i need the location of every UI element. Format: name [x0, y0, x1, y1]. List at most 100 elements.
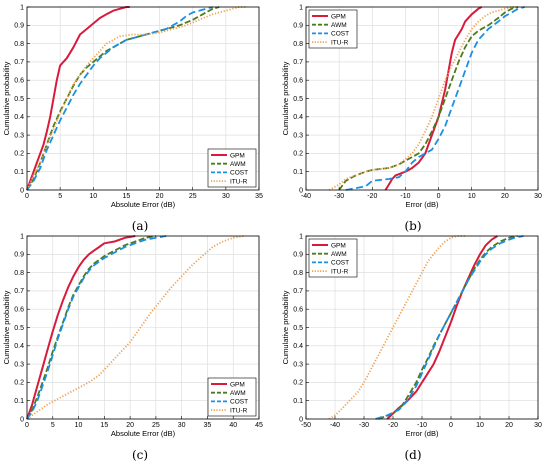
- series-line-cost: [26, 6, 213, 191]
- y-tick-label: 0.9: [14, 252, 24, 259]
- y-tick-label: 0.5: [293, 96, 303, 103]
- panel-label: (a): [132, 219, 149, 233]
- series-line-itur: [26, 6, 246, 191]
- x-axis-label: Absolute Error (dB): [111, 200, 176, 209]
- x-tick-label: -40: [330, 422, 340, 429]
- y-tick-label: 0.3: [14, 361, 24, 368]
- y-tick-label: 0.4: [14, 114, 24, 121]
- x-tick-label: -20: [367, 193, 377, 200]
- chart-panel-1: 0 5 10 15 20 25 30 35 0 0.1 0.2 0.3 0.4 0.5 0.6 0.7 0.8 0…: [2, 4, 263, 233]
- x-tick-label: 30: [222, 193, 230, 200]
- x-tick-label: -40: [301, 193, 311, 200]
- y-tick-label: 0.7: [14, 288, 24, 295]
- y-tick-label: 0: [20, 187, 24, 194]
- x-tick-label: 0: [25, 422, 29, 429]
- x-tick-label: 5: [58, 193, 62, 200]
- y-tick-label: 0.1: [14, 169, 24, 176]
- legend-entry: COST: [331, 260, 349, 267]
- y-axis-label: Cumulative probability: [281, 290, 290, 364]
- x-tick-label: -20: [388, 422, 398, 429]
- x-tick-label: 30: [178, 422, 186, 429]
- series-line-awm: [26, 235, 157, 420]
- y-tick-label: 0: [299, 187, 303, 194]
- legend-entry: GPM: [230, 381, 245, 388]
- y-tick-label: 0.4: [293, 343, 303, 350]
- y-tick-label: 1: [20, 233, 24, 240]
- x-tick-label: -10: [417, 422, 427, 429]
- y-tick-label: 0.3: [293, 361, 303, 368]
- series-line-gpm: [26, 235, 136, 420]
- x-axis-label: Error (dB): [406, 429, 439, 438]
- legend-entry: GPM: [331, 242, 346, 249]
- y-axis-label: Cumulative probability: [281, 61, 290, 135]
- x-tick-label: 25: [152, 422, 160, 429]
- legend-entry: GPM: [331, 13, 346, 20]
- y-tick-label: 0.6: [293, 307, 303, 314]
- y-tick-label: 0: [20, 416, 24, 423]
- x-tick-label: 5: [51, 422, 55, 429]
- x-tick-label: 10: [75, 422, 83, 429]
- legend-entry: ITU-R: [331, 39, 349, 46]
- y-axis-label: Cumulative probability: [2, 61, 11, 135]
- x-tick-label: -50: [301, 422, 311, 429]
- y-tick-label: 0.6: [14, 78, 24, 85]
- series-line-cost: [375, 235, 524, 420]
- x-tick-label: 15: [100, 422, 108, 429]
- x-tick-label: 35: [204, 422, 212, 429]
- y-tick-label: 0: [299, 416, 303, 423]
- legend-entry: AWM: [331, 251, 347, 258]
- panel-label: (c): [132, 448, 148, 462]
- x-tick-label: 20: [156, 193, 164, 200]
- y-tick-label: 0.1: [293, 398, 303, 405]
- legend-entry: ITU-R: [230, 178, 248, 185]
- x-tick-label: 0: [25, 193, 29, 200]
- y-tick-label: 1: [299, 4, 303, 11]
- legend-entry: ITU-R: [230, 407, 248, 414]
- y-tick-label: 0.6: [293, 78, 303, 85]
- x-tick-label: 0: [437, 193, 441, 200]
- series-line-awm: [338, 6, 519, 191]
- legend-entry: AWM: [230, 161, 246, 168]
- x-tick-label: 15: [123, 193, 131, 200]
- y-axis-label: Cumulative probability: [2, 290, 11, 364]
- x-axis-label: Error (dB): [406, 200, 439, 209]
- series-line-itur: [26, 235, 244, 420]
- y-tick-label: 0.9: [14, 23, 24, 30]
- x-tick-label: 10: [476, 422, 484, 429]
- x-tick-label: 45: [255, 422, 263, 429]
- y-tick-label: 0.2: [14, 380, 24, 387]
- legend-entry: AWM: [331, 22, 347, 29]
- y-tick-label: 0.5: [14, 325, 24, 332]
- x-tick-label: 30: [534, 422, 542, 429]
- y-tick-label: 0.4: [293, 114, 303, 121]
- y-tick-label: 0.2: [293, 151, 303, 158]
- legend-entry: COST: [230, 170, 248, 177]
- panel-label: (d): [404, 448, 421, 462]
- y-tick-label: 0.9: [293, 252, 303, 259]
- y-tick-label: 0.1: [293, 169, 303, 176]
- series-line-awm: [378, 235, 518, 420]
- x-tick-label: 25: [189, 193, 197, 200]
- x-tick-label: 10: [468, 193, 476, 200]
- y-tick-label: 0.2: [293, 380, 303, 387]
- y-tick-label: 0.5: [14, 96, 24, 103]
- x-tick-label: -30: [334, 193, 344, 200]
- y-tick-label: 0.8: [293, 41, 303, 48]
- x-tick-label: -10: [400, 193, 410, 200]
- y-tick-label: 0.8: [14, 41, 24, 48]
- y-tick-label: 0.6: [14, 307, 24, 314]
- x-tick-label: -30: [359, 422, 369, 429]
- y-tick-label: 0.1: [14, 398, 24, 405]
- series-line-cost: [26, 235, 167, 420]
- x-tick-label: 20: [501, 193, 509, 200]
- series-line-awm: [26, 6, 220, 191]
- y-tick-label: 1: [20, 4, 24, 11]
- x-axis-label: Absolute Error (dB): [111, 429, 176, 438]
- y-tick-label: 0.8: [293, 270, 303, 277]
- chart-panel-3: 0 5 10 15 20 25 30 35 40 45 0 0.1 0.2 0.3 0.4 0.5 0.6 0.7…: [2, 233, 263, 462]
